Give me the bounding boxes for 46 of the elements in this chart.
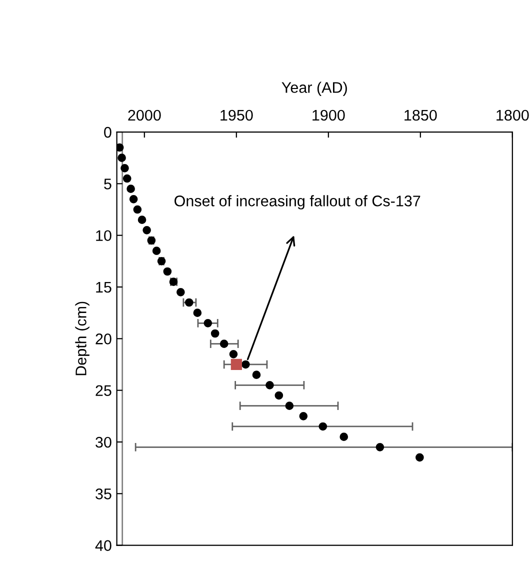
point bbox=[118, 154, 126, 162]
point bbox=[299, 412, 308, 420]
point bbox=[116, 143, 124, 152]
point bbox=[152, 246, 161, 256]
point bbox=[133, 205, 142, 214]
y-tick-label: 40 bbox=[95, 540, 112, 551]
y-tick-label: 35 bbox=[96, 488, 112, 500]
point bbox=[252, 370, 261, 379]
point bbox=[163, 267, 172, 276]
point bbox=[220, 340, 228, 348]
x-tick-label: 2000 bbox=[128, 110, 161, 121]
y-tick-label: 15 bbox=[96, 282, 112, 293]
point bbox=[176, 288, 185, 296]
point bbox=[142, 226, 151, 234]
point bbox=[126, 184, 135, 194]
point bbox=[230, 358, 242, 370]
point bbox=[193, 308, 202, 317]
point bbox=[229, 350, 238, 358]
point bbox=[120, 164, 129, 172]
point bbox=[340, 432, 348, 441]
point bbox=[204, 318, 212, 328]
point bbox=[416, 453, 424, 462]
point bbox=[138, 216, 146, 224]
y-tick-label: 5 bbox=[104, 178, 112, 190]
x-tick-label: 1850 bbox=[404, 110, 437, 121]
y-tick-label: 25 bbox=[96, 385, 112, 396]
point bbox=[376, 442, 384, 452]
x-axis-title: Year (AD) bbox=[282, 82, 347, 96]
point bbox=[274, 391, 284, 400]
x-tick-label: 1950 bbox=[220, 110, 253, 121]
point bbox=[210, 329, 220, 338]
x-tick-label: 1800 bbox=[496, 110, 529, 121]
y-tick-label: 0 bbox=[104, 126, 112, 138]
annotation: Onset of increasing fallout of Cs-137 bbox=[174, 195, 420, 210]
y-axis-title: Depth (cm) bbox=[75, 302, 90, 376]
point bbox=[266, 380, 274, 390]
point bbox=[122, 174, 132, 183]
x-tick-label: 1900 bbox=[312, 110, 345, 121]
y-tick-label: 10 bbox=[96, 230, 112, 242]
point bbox=[241, 360, 250, 369]
point bbox=[129, 195, 138, 204]
point bbox=[318, 422, 328, 431]
y-tick-label: 20 bbox=[96, 334, 112, 344]
point bbox=[285, 402, 294, 410]
point bbox=[184, 298, 194, 307]
y-tick-label: 30 bbox=[96, 436, 112, 448]
